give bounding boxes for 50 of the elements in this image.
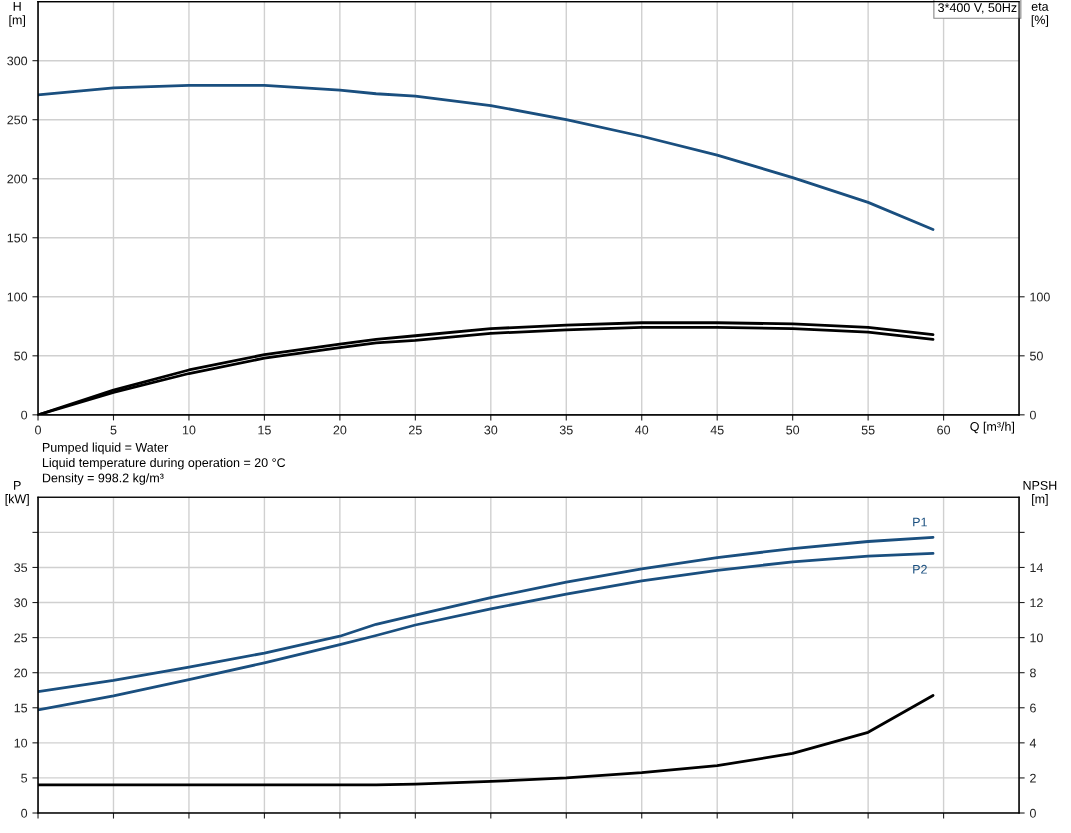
y2-tick-label: 0 xyxy=(1029,808,1036,818)
text: Liquid temperature during operation = 20 °C xyxy=(42,457,286,470)
y-tick-label: 10 xyxy=(14,738,28,748)
x-tick-label: 35 xyxy=(559,425,573,435)
y-tick-label: 0 xyxy=(21,808,28,818)
x-tick-label: 15 xyxy=(258,425,271,435)
y-tick-label: 20 xyxy=(14,668,28,678)
y-tick-label: 200 xyxy=(7,174,28,184)
x-tick-label: 60 xyxy=(937,425,951,435)
y-tick-label: 35 xyxy=(14,563,28,573)
y2-tick-label: 2 xyxy=(1030,773,1036,783)
y2-tick-label: 10 xyxy=(1030,633,1043,643)
y-tick-label: 50 xyxy=(14,351,28,361)
y2-axis-title: NPSH [m] xyxy=(1023,480,1057,506)
y-tick-label: 25 xyxy=(14,633,28,643)
y-tick-label: 30 xyxy=(14,598,28,608)
y2-tick-label: 50 xyxy=(1029,351,1043,361)
y2-tick-label: 100 xyxy=(1030,292,1050,302)
x-tick-label: 5 xyxy=(110,425,117,435)
y-tick-label: 100 xyxy=(7,292,28,302)
y-tick-label: 5 xyxy=(21,773,28,783)
y-tick-label: 15 xyxy=(14,703,28,713)
text: Pumped liquid = Water xyxy=(42,442,169,455)
x-tick-label: 20 xyxy=(333,425,347,435)
y-axis-title: P [kW] xyxy=(5,481,29,506)
y-tick-label: 250 xyxy=(7,115,28,125)
y2-tick-label: 8 xyxy=(1030,668,1036,678)
x-axis-title: Q [m³/h] xyxy=(970,421,1014,434)
x-tick-label: 40 xyxy=(635,425,649,435)
y2-tick-label: 4 xyxy=(1029,738,1037,748)
x-tick-label: 25 xyxy=(409,425,422,435)
y2-tick-label: 12 xyxy=(1030,598,1043,608)
y-tick-label: 300 xyxy=(7,56,28,66)
x-tick-label: 30 xyxy=(484,425,498,435)
series-label: P1 xyxy=(913,517,927,527)
x-tick-label: 45 xyxy=(710,425,724,435)
x-tick-label: 55 xyxy=(861,425,875,435)
y-tick-label: 150 xyxy=(7,233,28,243)
y2-tick-label: 14 xyxy=(1030,563,1044,572)
y2-tick-label: 0 xyxy=(1029,410,1036,420)
y-tick-label: 0 xyxy=(21,410,28,420)
y2-axis-title: eta [%] xyxy=(1031,2,1049,27)
x-tick-label: 50 xyxy=(786,425,800,435)
x-tick-label: 0 xyxy=(35,425,42,435)
y2-tick-label: 6 xyxy=(1030,703,1036,713)
annotation: 3*400 V, 50Hz xyxy=(938,3,1017,14)
series-label: P2 xyxy=(913,564,927,574)
x-tick-label: 10 xyxy=(182,425,196,435)
text: Density = 998.2 kg/m³ xyxy=(42,473,164,485)
y-axis-title: H [m] xyxy=(9,2,25,27)
